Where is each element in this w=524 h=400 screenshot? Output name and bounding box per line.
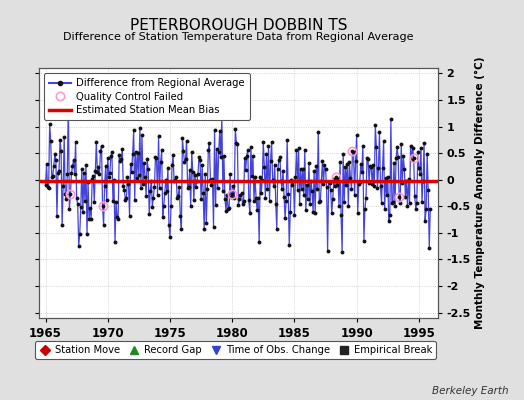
Text: Difference of Station Temperature Data from Regional Average: Difference of Station Temperature Data f… — [63, 32, 413, 42]
Text: PETERBOROUGH DOBBIN TS: PETERBOROUGH DOBBIN TS — [129, 18, 347, 33]
Text: Berkeley Earth: Berkeley Earth — [432, 386, 508, 396]
Y-axis label: Monthly Temperature Anomaly Difference (°C): Monthly Temperature Anomaly Difference (… — [475, 57, 485, 329]
Legend: Station Move, Record Gap, Time of Obs. Change, Empirical Break: Station Move, Record Gap, Time of Obs. C… — [35, 341, 436, 359]
Legend: Difference from Regional Average, Quality Control Failed, Estimated Station Mean: Difference from Regional Average, Qualit… — [45, 73, 250, 120]
